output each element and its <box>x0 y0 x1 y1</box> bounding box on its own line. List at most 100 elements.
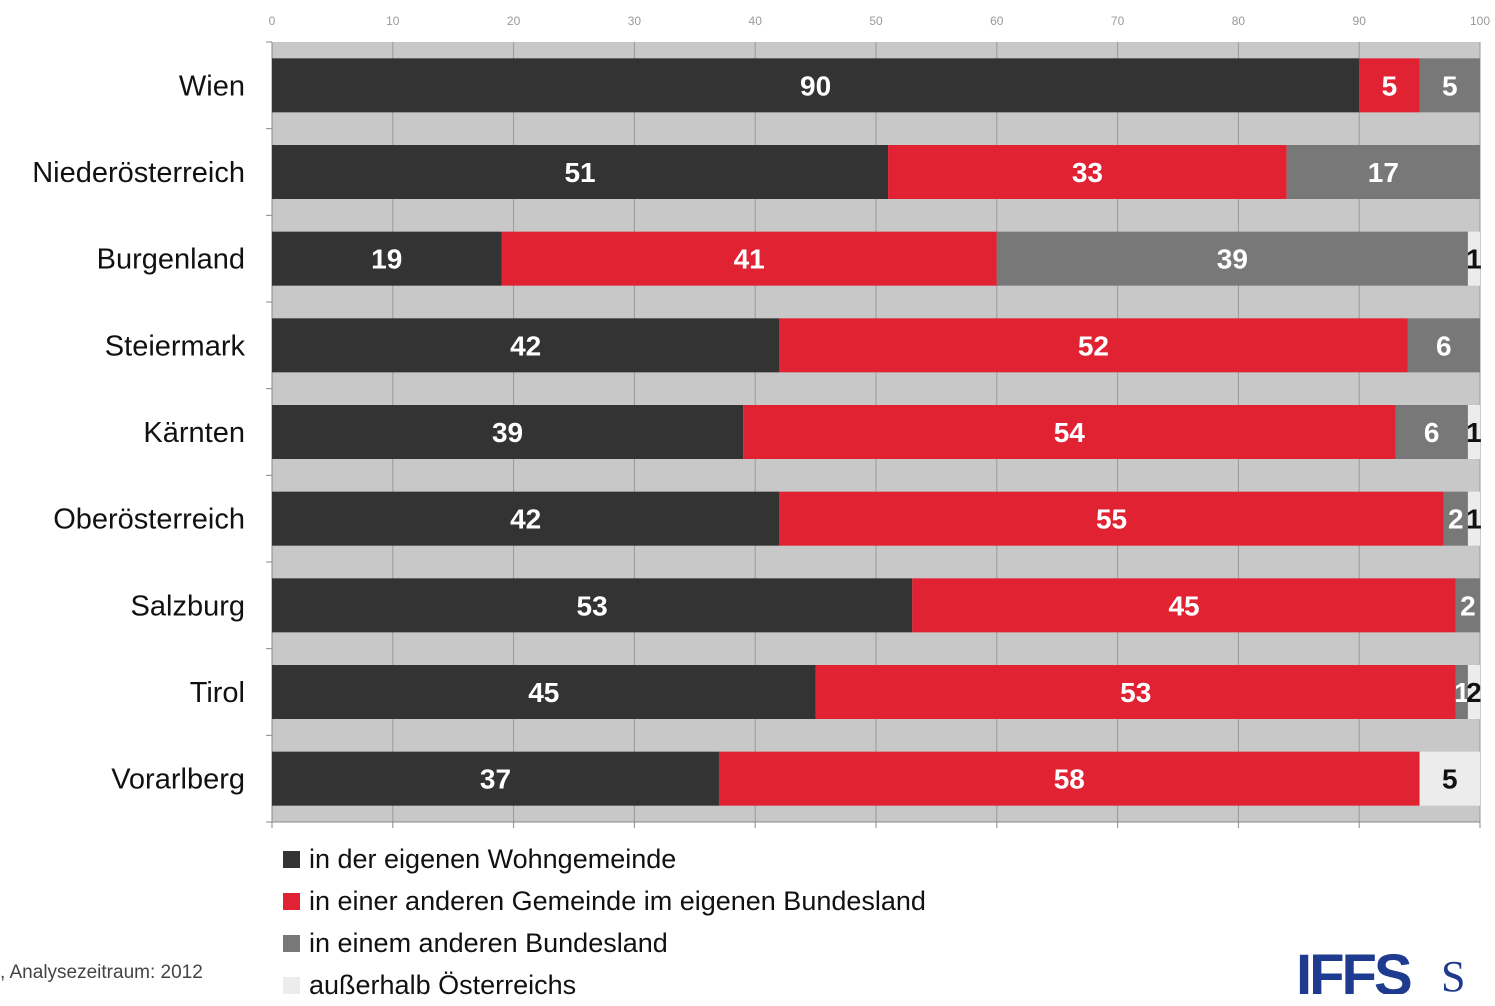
data-label: 1 <box>1466 244 1482 275</box>
data-label: 42 <box>510 330 541 361</box>
bar-segment <box>996 231 1468 286</box>
bar-segment <box>1467 231 1480 286</box>
legend-item: in der eigenen Wohngemeinde <box>283 838 926 880</box>
bar-segment <box>272 405 744 459</box>
data-label: 37 <box>480 764 511 795</box>
data-label: 2 <box>1448 504 1464 535</box>
legend-label: in der eigenen Wohngemeinde <box>309 843 677 874</box>
data-label: 17 <box>1368 157 1399 188</box>
data-label: 58 <box>1054 764 1085 795</box>
x-tick-label: 80 <box>1232 14 1246 28</box>
data-label: 51 <box>564 157 595 188</box>
data-label: 2 <box>1460 590 1476 621</box>
bar-segment <box>1407 318 1480 373</box>
x-tick-label: 30 <box>628 14 642 28</box>
data-label: 33 <box>1072 157 1103 188</box>
legend-item: in einem anderen Bundesland <box>283 922 926 964</box>
bar-segment <box>1443 491 1468 546</box>
data-label: 42 <box>510 504 541 535</box>
bar-segment <box>272 751 719 806</box>
category-label: Kärnten <box>143 417 245 449</box>
bar-segment <box>1467 491 1480 546</box>
category-label: Steiermark <box>105 330 246 362</box>
bar-segment <box>1467 665 1480 719</box>
data-label: 19 <box>371 244 402 275</box>
data-label: 5 <box>1442 764 1458 795</box>
data-label: 41 <box>734 244 765 275</box>
bar-segment <box>1359 58 1420 113</box>
data-label: 39 <box>1217 244 1248 275</box>
iffs-logo: IFFS S <box>1296 943 1495 995</box>
bar-segment <box>1419 751 1480 806</box>
bar-segment <box>272 665 816 719</box>
bar-segment <box>272 231 502 286</box>
bar-segment <box>501 231 997 286</box>
data-label: 52 <box>1078 330 1109 361</box>
x-tick-label: 60 <box>990 14 1004 28</box>
x-tick-label: 70 <box>1111 14 1125 28</box>
logo-text: IFFS <box>1296 943 1413 995</box>
legend-swatch <box>283 850 300 868</box>
data-label: 1 <box>1466 417 1482 448</box>
bar-segment <box>912 578 1456 633</box>
bar-segment <box>1467 405 1480 459</box>
x-tick-label: 100 <box>1470 14 1490 28</box>
bar-segment <box>1455 578 1480 633</box>
legend-label: in einem anderen Bundesland <box>309 927 668 958</box>
bar-segment <box>815 665 1456 719</box>
legend-item: in einer anderen Gemeinde im eigenen Bun… <box>283 880 926 922</box>
bar-segment <box>779 491 1444 546</box>
data-label: 39 <box>492 417 523 448</box>
bar-segment <box>1455 665 1468 719</box>
category-label: Vorarlberg <box>111 764 245 796</box>
category-label: Niederösterreich <box>32 157 245 189</box>
bar-segment <box>1286 145 1480 199</box>
x-tick-label: 10 <box>386 14 400 28</box>
bar-segment <box>888 145 1287 199</box>
data-label: 90 <box>800 70 831 101</box>
bar-segment <box>1395 405 1468 459</box>
data-label: 6 <box>1424 417 1440 448</box>
legend-swatch <box>283 892 300 910</box>
legend-label: in einer anderen Gemeinde im eigenen Bun… <box>309 885 926 916</box>
x-tick-label: 40 <box>749 14 763 28</box>
category-label: Tirol <box>190 677 245 709</box>
legend-swatch <box>283 976 300 994</box>
bar-segment <box>743 405 1396 459</box>
x-tick-label: 20 <box>507 14 521 28</box>
bar-segment <box>272 58 1360 113</box>
legend: in der eigenen Wohngemeinde in einer ande… <box>283 838 926 1006</box>
legend-item: außerhalb Österreichs <box>283 964 926 1006</box>
bar-segment <box>1419 58 1480 113</box>
bar-segment <box>718 751 1420 806</box>
category-label: Wien <box>179 70 245 102</box>
bar-segment <box>272 145 889 199</box>
bar-segment <box>272 578 913 633</box>
data-label: 1 <box>1454 677 1470 708</box>
category-label: Oberösterreich <box>53 504 245 536</box>
data-label: 45 <box>1168 590 1199 621</box>
x-tick-label: 0 <box>269 14 276 28</box>
data-label: 5 <box>1382 70 1398 101</box>
data-label: 1 <box>1466 504 1482 535</box>
data-label: 45 <box>528 677 559 708</box>
data-label: 2 <box>1466 677 1482 708</box>
bar-segment <box>272 318 780 373</box>
data-label: 53 <box>577 590 608 621</box>
data-label: 54 <box>1054 417 1086 448</box>
source-note: , Analysezeitraum: 2012 <box>0 962 203 983</box>
x-tick-label: 90 <box>1353 14 1367 28</box>
bar-segment <box>779 318 1408 373</box>
legend-swatch <box>283 934 300 952</box>
logo-text-2: S <box>1441 952 1466 995</box>
legend-label: außerhalb Österreichs <box>309 969 577 1000</box>
category-label: Salzburg <box>131 590 245 622</box>
data-label: 5 <box>1442 70 1458 101</box>
bar-segment <box>272 491 780 546</box>
x-tick-label: 50 <box>869 14 883 28</box>
category-label: Burgenland <box>97 244 245 276</box>
data-label: 53 <box>1120 677 1151 708</box>
data-label: 55 <box>1096 504 1127 535</box>
data-label: 6 <box>1436 330 1452 361</box>
